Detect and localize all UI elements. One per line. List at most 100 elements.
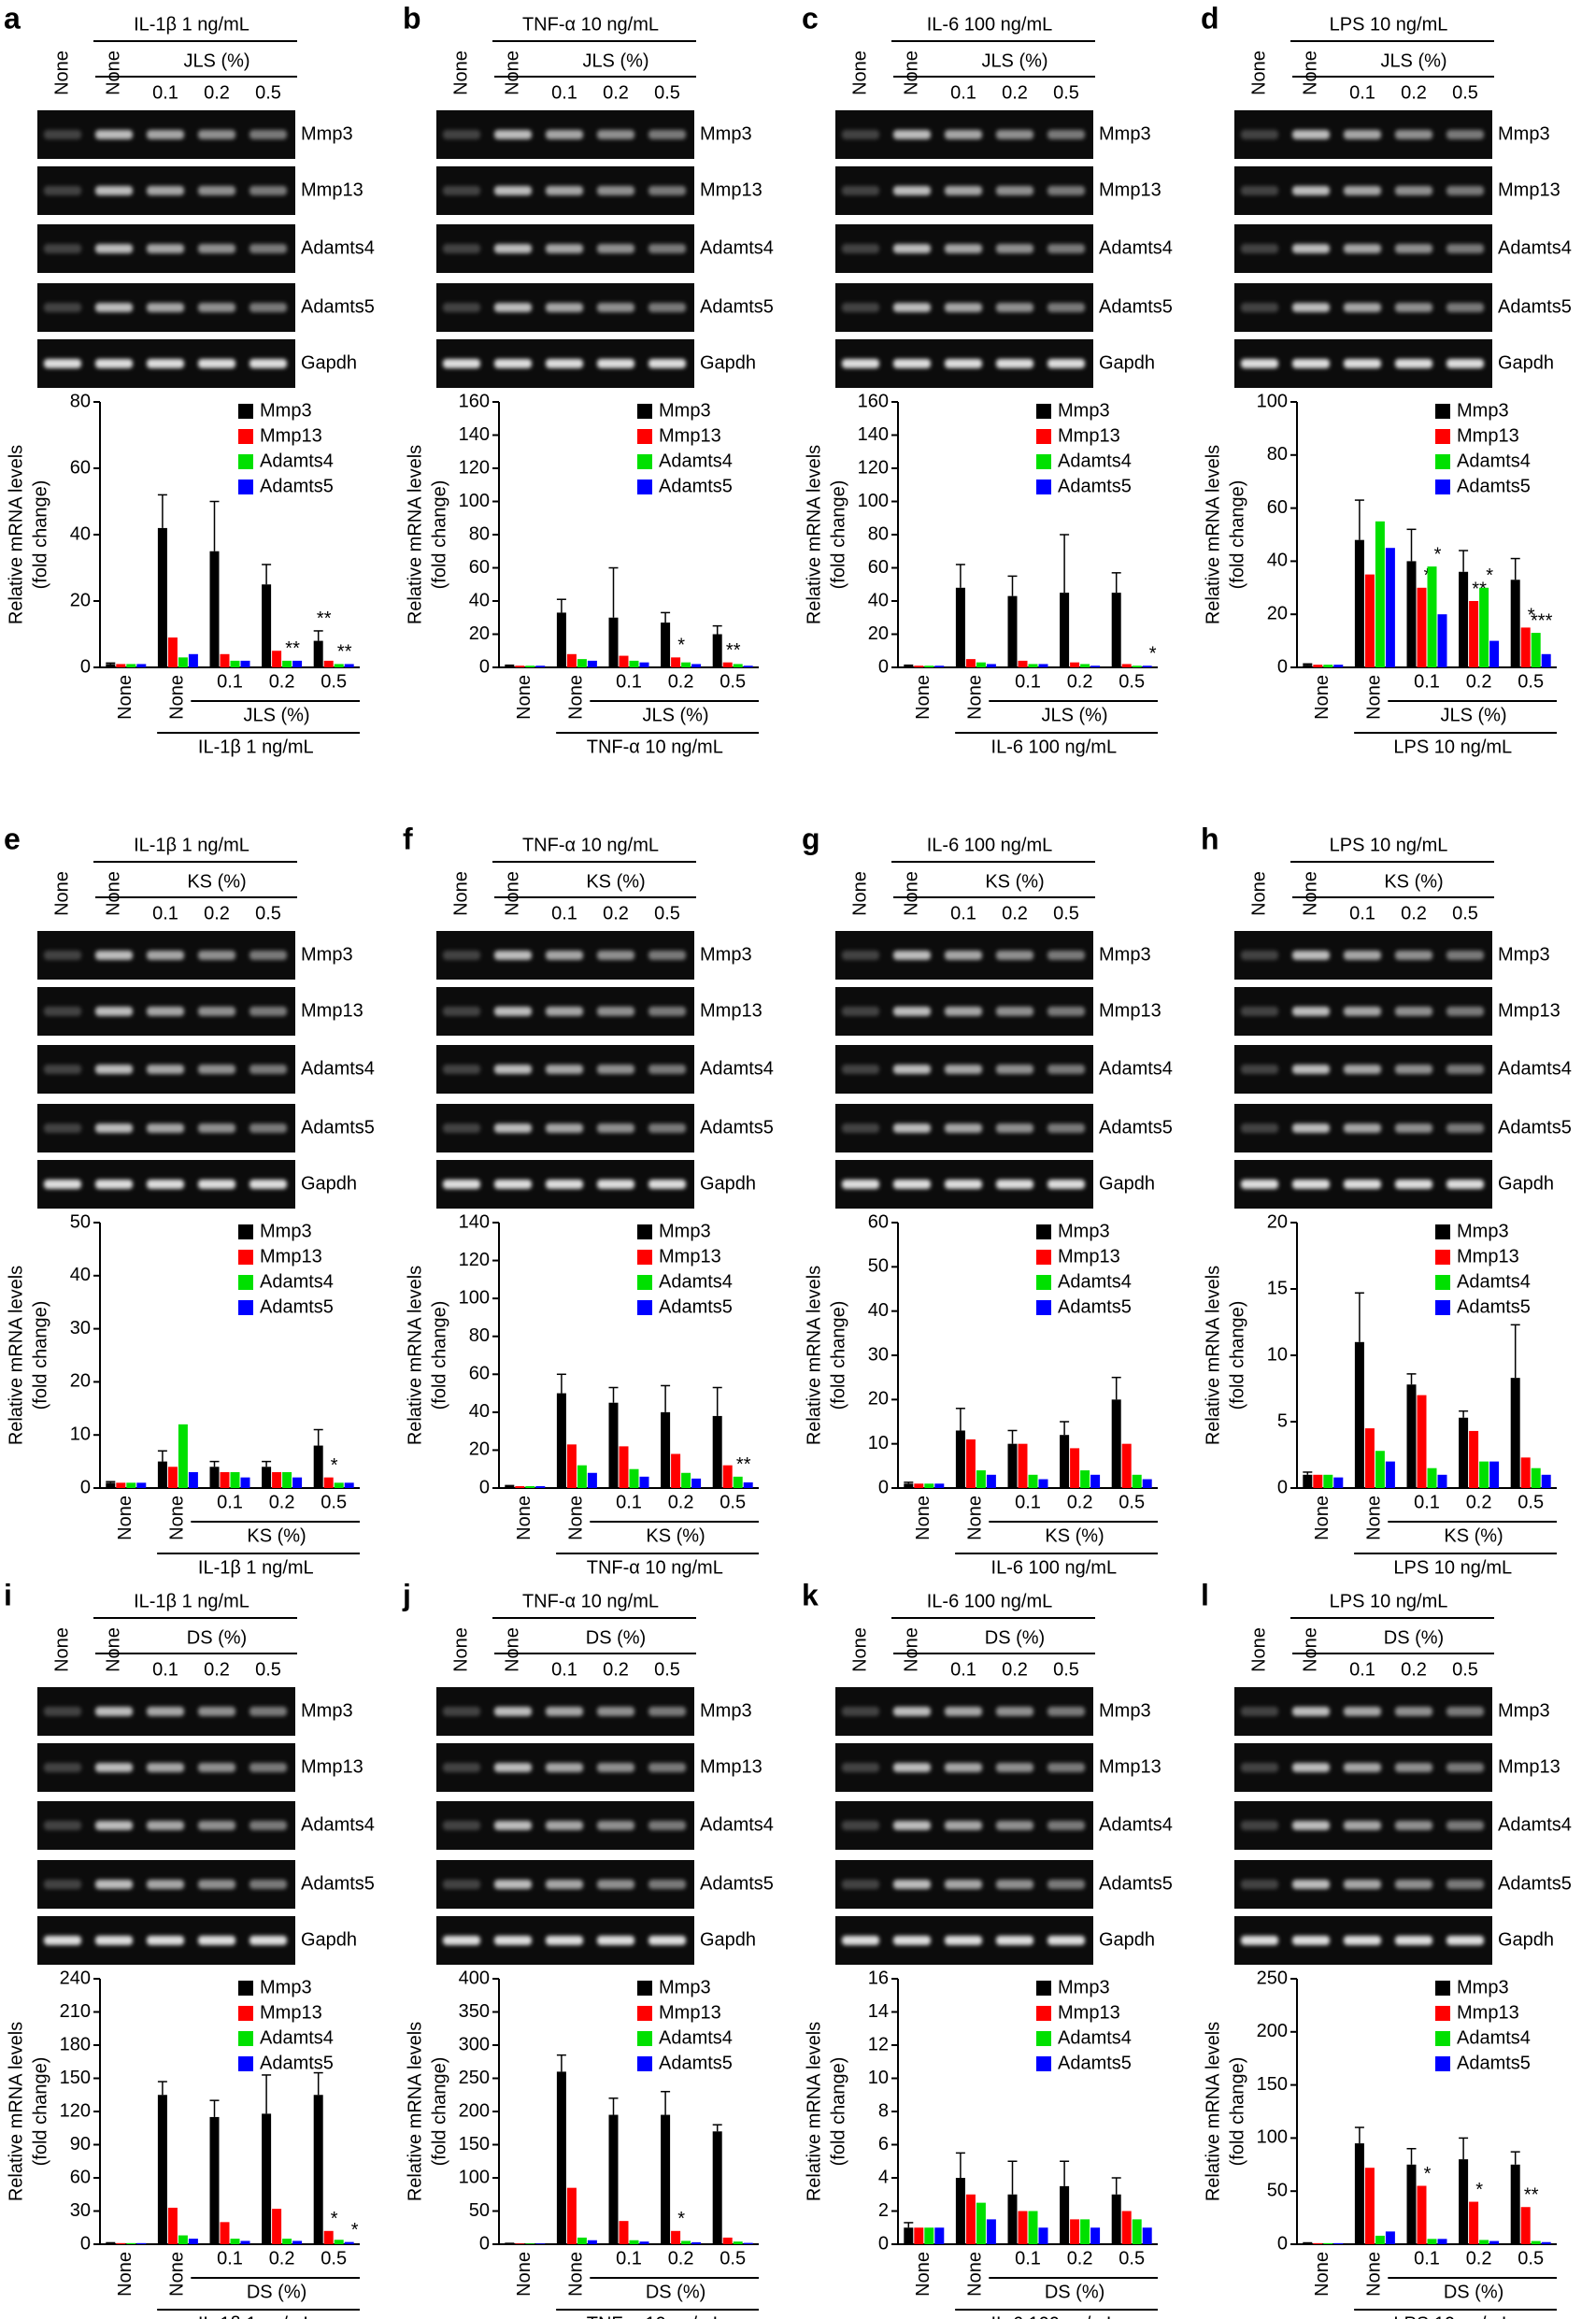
x-tick-label: 0.1 [1015, 1492, 1041, 1512]
bar [1111, 1399, 1121, 1488]
gel-band [945, 359, 982, 368]
gel-band [249, 1180, 287, 1189]
gel-band [648, 303, 686, 312]
gel-band [996, 1180, 1033, 1189]
gel-band [443, 1124, 480, 1133]
y-axis-label: Relative mRNA levels [804, 445, 824, 624]
gel-band [945, 1065, 982, 1074]
gel-band [44, 1065, 81, 1074]
bar [157, 2095, 167, 2244]
x-agent-label: DS (%) [1045, 2282, 1104, 2302]
treatment-label: IL-6 100 ng/mL [927, 835, 1053, 855]
x-tick-label: None [965, 1496, 986, 1540]
y-tick-label: 8 [878, 2100, 889, 2121]
gel-band [996, 1880, 1033, 1889]
x-tick-label: 0.2 [269, 2248, 295, 2269]
y-axis-label: (fold change) [429, 2057, 449, 2167]
lane-label: None [103, 50, 123, 95]
gel-band [648, 1065, 686, 1074]
x-tick-label: 0.2 [1466, 671, 1492, 692]
y-tick-label: 12 [868, 2034, 889, 2054]
y-axis-label: Relative mRNA levels [405, 2022, 425, 2201]
y-axis-label: Relative mRNA levels [804, 2022, 824, 2201]
bar [587, 2240, 597, 2244]
bar [1406, 561, 1417, 667]
bar [1354, 539, 1364, 667]
lane-label: None [502, 871, 522, 916]
bar [619, 1446, 629, 1488]
y-tick-label: 14 [868, 2001, 889, 2022]
gel-band [494, 1007, 532, 1016]
y-tick-label: 0 [1277, 2233, 1288, 2254]
band-label: Mmp3 [301, 123, 353, 144]
bar [1510, 1378, 1520, 1488]
bar [1121, 2211, 1132, 2244]
y-tick-label: 20 [70, 1371, 91, 1392]
gel-band [842, 1124, 879, 1133]
gel-band [249, 186, 287, 195]
significance: * [1434, 544, 1442, 565]
bar [334, 664, 344, 667]
x-tick-label: 0.1 [217, 2248, 243, 2269]
legend-swatch [1435, 1300, 1450, 1315]
gel-band [1292, 1180, 1330, 1189]
gel-band [147, 1707, 184, 1716]
bar [1459, 1417, 1469, 1488]
lane-label: 0.5 [1452, 82, 1478, 103]
bar [955, 1430, 965, 1488]
gel-band [996, 1936, 1033, 1945]
lane-label: None [1248, 1627, 1269, 1672]
bar [1385, 2231, 1395, 2244]
x-tick-label: None [167, 1496, 188, 1540]
x-tick-label: None [167, 2252, 188, 2297]
gel-band [1047, 303, 1085, 312]
gel-band [648, 186, 686, 195]
gel-band [1047, 244, 1085, 253]
gel-band [494, 1124, 532, 1133]
y-tick-label: 80 [469, 1325, 490, 1346]
gel-band [597, 303, 634, 312]
legend-label: Adamts4 [1058, 1271, 1132, 1292]
gel-band [1292, 1821, 1330, 1830]
x-tick-label: 0.2 [269, 1492, 295, 1512]
bar [1018, 1443, 1028, 1488]
gel-band [1344, 303, 1381, 312]
bar [1385, 548, 1395, 667]
legend-label: Mmp3 [1457, 400, 1509, 421]
y-tick-label: 20 [70, 590, 91, 610]
gel-band [945, 186, 982, 195]
band-label: Mmp13 [700, 179, 762, 200]
significance: *** [1531, 610, 1553, 631]
x-tick-label: 0.5 [321, 2248, 347, 2269]
bar [619, 2221, 629, 2244]
gel-band [1395, 1880, 1432, 1889]
gel-band [1047, 359, 1085, 368]
bar [230, 660, 240, 667]
band-label: Gapdh [700, 1929, 756, 1950]
gel-band [1292, 359, 1330, 368]
legend-label: Adamts5 [1457, 2053, 1531, 2073]
bar [1406, 1384, 1417, 1488]
gel-band [249, 1763, 287, 1772]
legend-swatch [1435, 1981, 1450, 1996]
bar [587, 660, 597, 667]
x-agent-label: DS (%) [646, 2282, 705, 2302]
legend-label: Adamts5 [260, 476, 334, 496]
bar [230, 1471, 240, 1488]
band-label: Adamts4 [1498, 237, 1572, 258]
gel-band [1292, 1065, 1330, 1074]
bar [1479, 2240, 1489, 2244]
y-axis-label: Relative mRNA levels [6, 445, 26, 624]
gel-band [1395, 951, 1432, 960]
legend-swatch [1435, 404, 1450, 419]
bar [904, 666, 914, 667]
gel-band [842, 1707, 879, 1716]
x-treatment-label: IL-6 100 ng/mL [991, 2313, 1118, 2319]
x-tick-label: 0.1 [217, 1492, 243, 1512]
gel-band [648, 1821, 686, 1830]
gel-band [893, 1821, 931, 1830]
x-agent-label: KS (%) [646, 1525, 705, 1546]
significance: ** [736, 1454, 751, 1475]
y-tick-label: 6 [878, 2134, 889, 2154]
gel-band [1047, 1880, 1085, 1889]
